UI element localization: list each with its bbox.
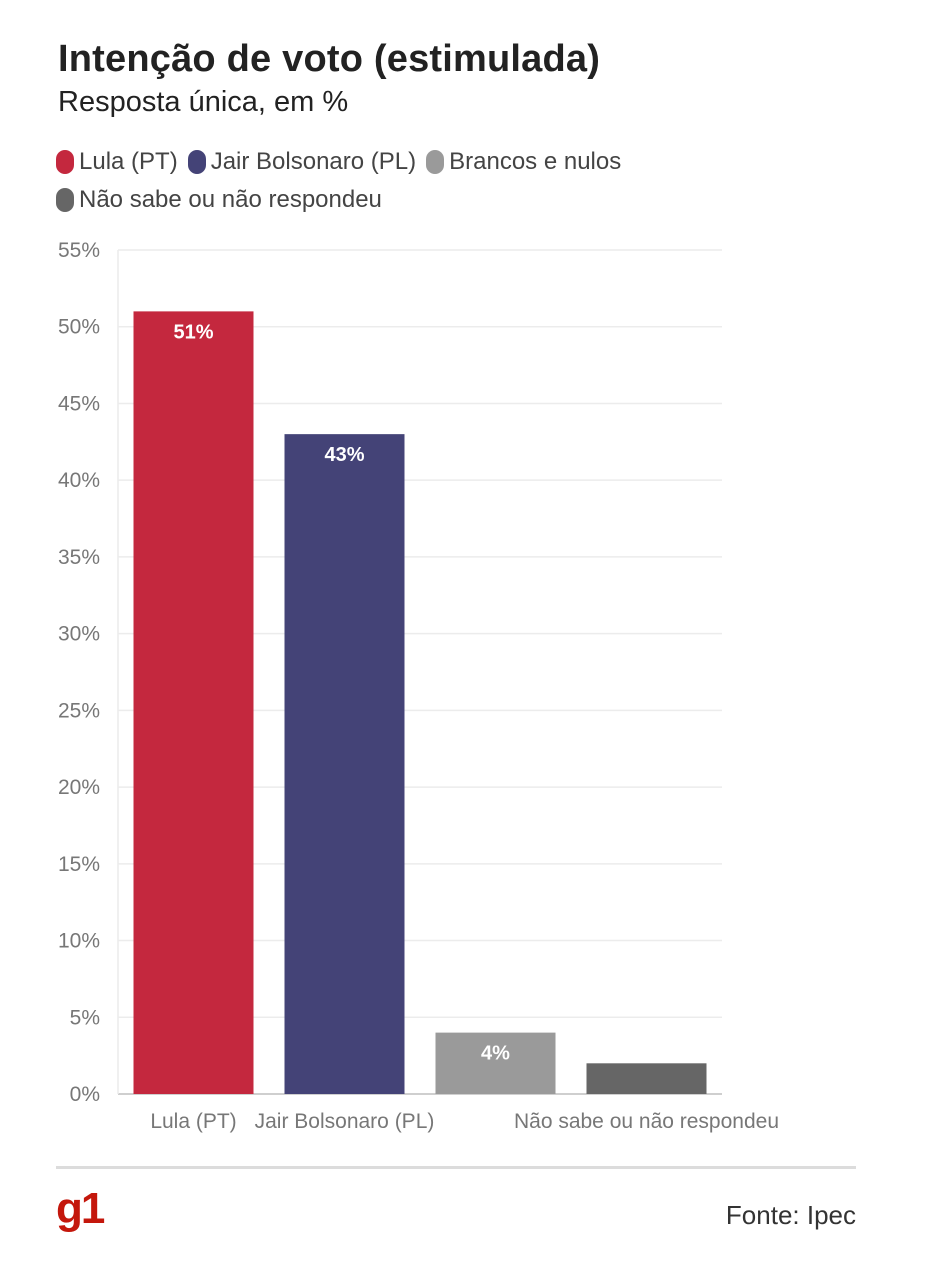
- x-axis-ticks: Lula (PT) Jair Bolsonaro (PL) Não sabe ou …: [150, 1110, 779, 1133]
- legend-item-bolsonaro: Jair Bolsonaro (PL): [187, 146, 417, 178]
- y-tick-label: 30%: [58, 623, 100, 646]
- y-tick-label: 0%: [70, 1083, 100, 1106]
- legend-label-brancos-nulos: Brancos e nulos: [449, 148, 622, 175]
- y-tick-label: 45%: [58, 392, 100, 415]
- x-tick-label: Jair Bolsonaro (PL): [255, 1110, 435, 1133]
- legend-label-lula: Lula (PT): [79, 148, 178, 175]
- x-tick-label: Lula (PT): [150, 1110, 236, 1133]
- legend-item-nao-sabe: Não sabe ou não respondeu: [56, 184, 382, 216]
- chart-legend: Lula (PT) Jair Bolsonaro (PL) Brancos e …: [56, 146, 696, 216]
- bar: [435, 1032, 556, 1094]
- y-tick-label: 40%: [58, 469, 100, 492]
- y-tick-label: 25%: [58, 699, 100, 722]
- legend-label-bolsonaro: Jair Bolsonaro (PL): [210, 148, 417, 175]
- bar-data-label: 43%: [324, 444, 364, 466]
- legend-label-nao-sabe: Não sabe ou não respondeu: [79, 186, 382, 213]
- chart-subtitle: Resposta única, em %: [58, 86, 349, 118]
- legend-swatch-lula: [56, 150, 74, 174]
- legend-item-brancos-nulos: Brancos e nulos: [426, 146, 621, 178]
- y-tick-label: 35%: [58, 546, 100, 569]
- bar: [586, 1063, 707, 1094]
- bar: [133, 311, 254, 1094]
- legend-swatch-brancos-nulos: [426, 150, 445, 174]
- bars: 51% 43% 4%: [133, 311, 707, 1094]
- bar-data-label: 4%: [481, 1043, 510, 1065]
- bar-data-label: 51%: [173, 321, 213, 343]
- bar: [284, 434, 405, 1094]
- y-tick-label: 15%: [58, 853, 100, 876]
- legend-swatch-nao-sabe: [56, 188, 74, 212]
- footer-divider: [56, 1166, 856, 1169]
- y-tick-label: 50%: [58, 316, 100, 339]
- y-tick-label: 20%: [58, 776, 100, 799]
- y-tick-label: 5%: [70, 1006, 100, 1029]
- g1-logo: g1: [56, 1184, 105, 1233]
- y-tick-label: 10%: [58, 930, 100, 953]
- y-tick-label: 55%: [58, 239, 100, 262]
- legend-item-lula: Lula (PT): [56, 146, 178, 178]
- source-note: Fonte: Ipec: [725, 1200, 856, 1230]
- legend-swatch-bolsonaro: [187, 150, 206, 174]
- chart-title: Intenção de voto (estimulada): [58, 38, 601, 80]
- bar-chart: 0% 5% 10% 15% 20% 25% 30% 35% 40% 45% 50% 55% 51% 43…: [58, 239, 779, 1133]
- x-tick-label: Não sabe ou não respondeu: [514, 1110, 779, 1133]
- y-axis-ticks: 0% 5% 10% 15% 20% 25% 30% 35% 40% 45% 50% 55%: [58, 239, 100, 1106]
